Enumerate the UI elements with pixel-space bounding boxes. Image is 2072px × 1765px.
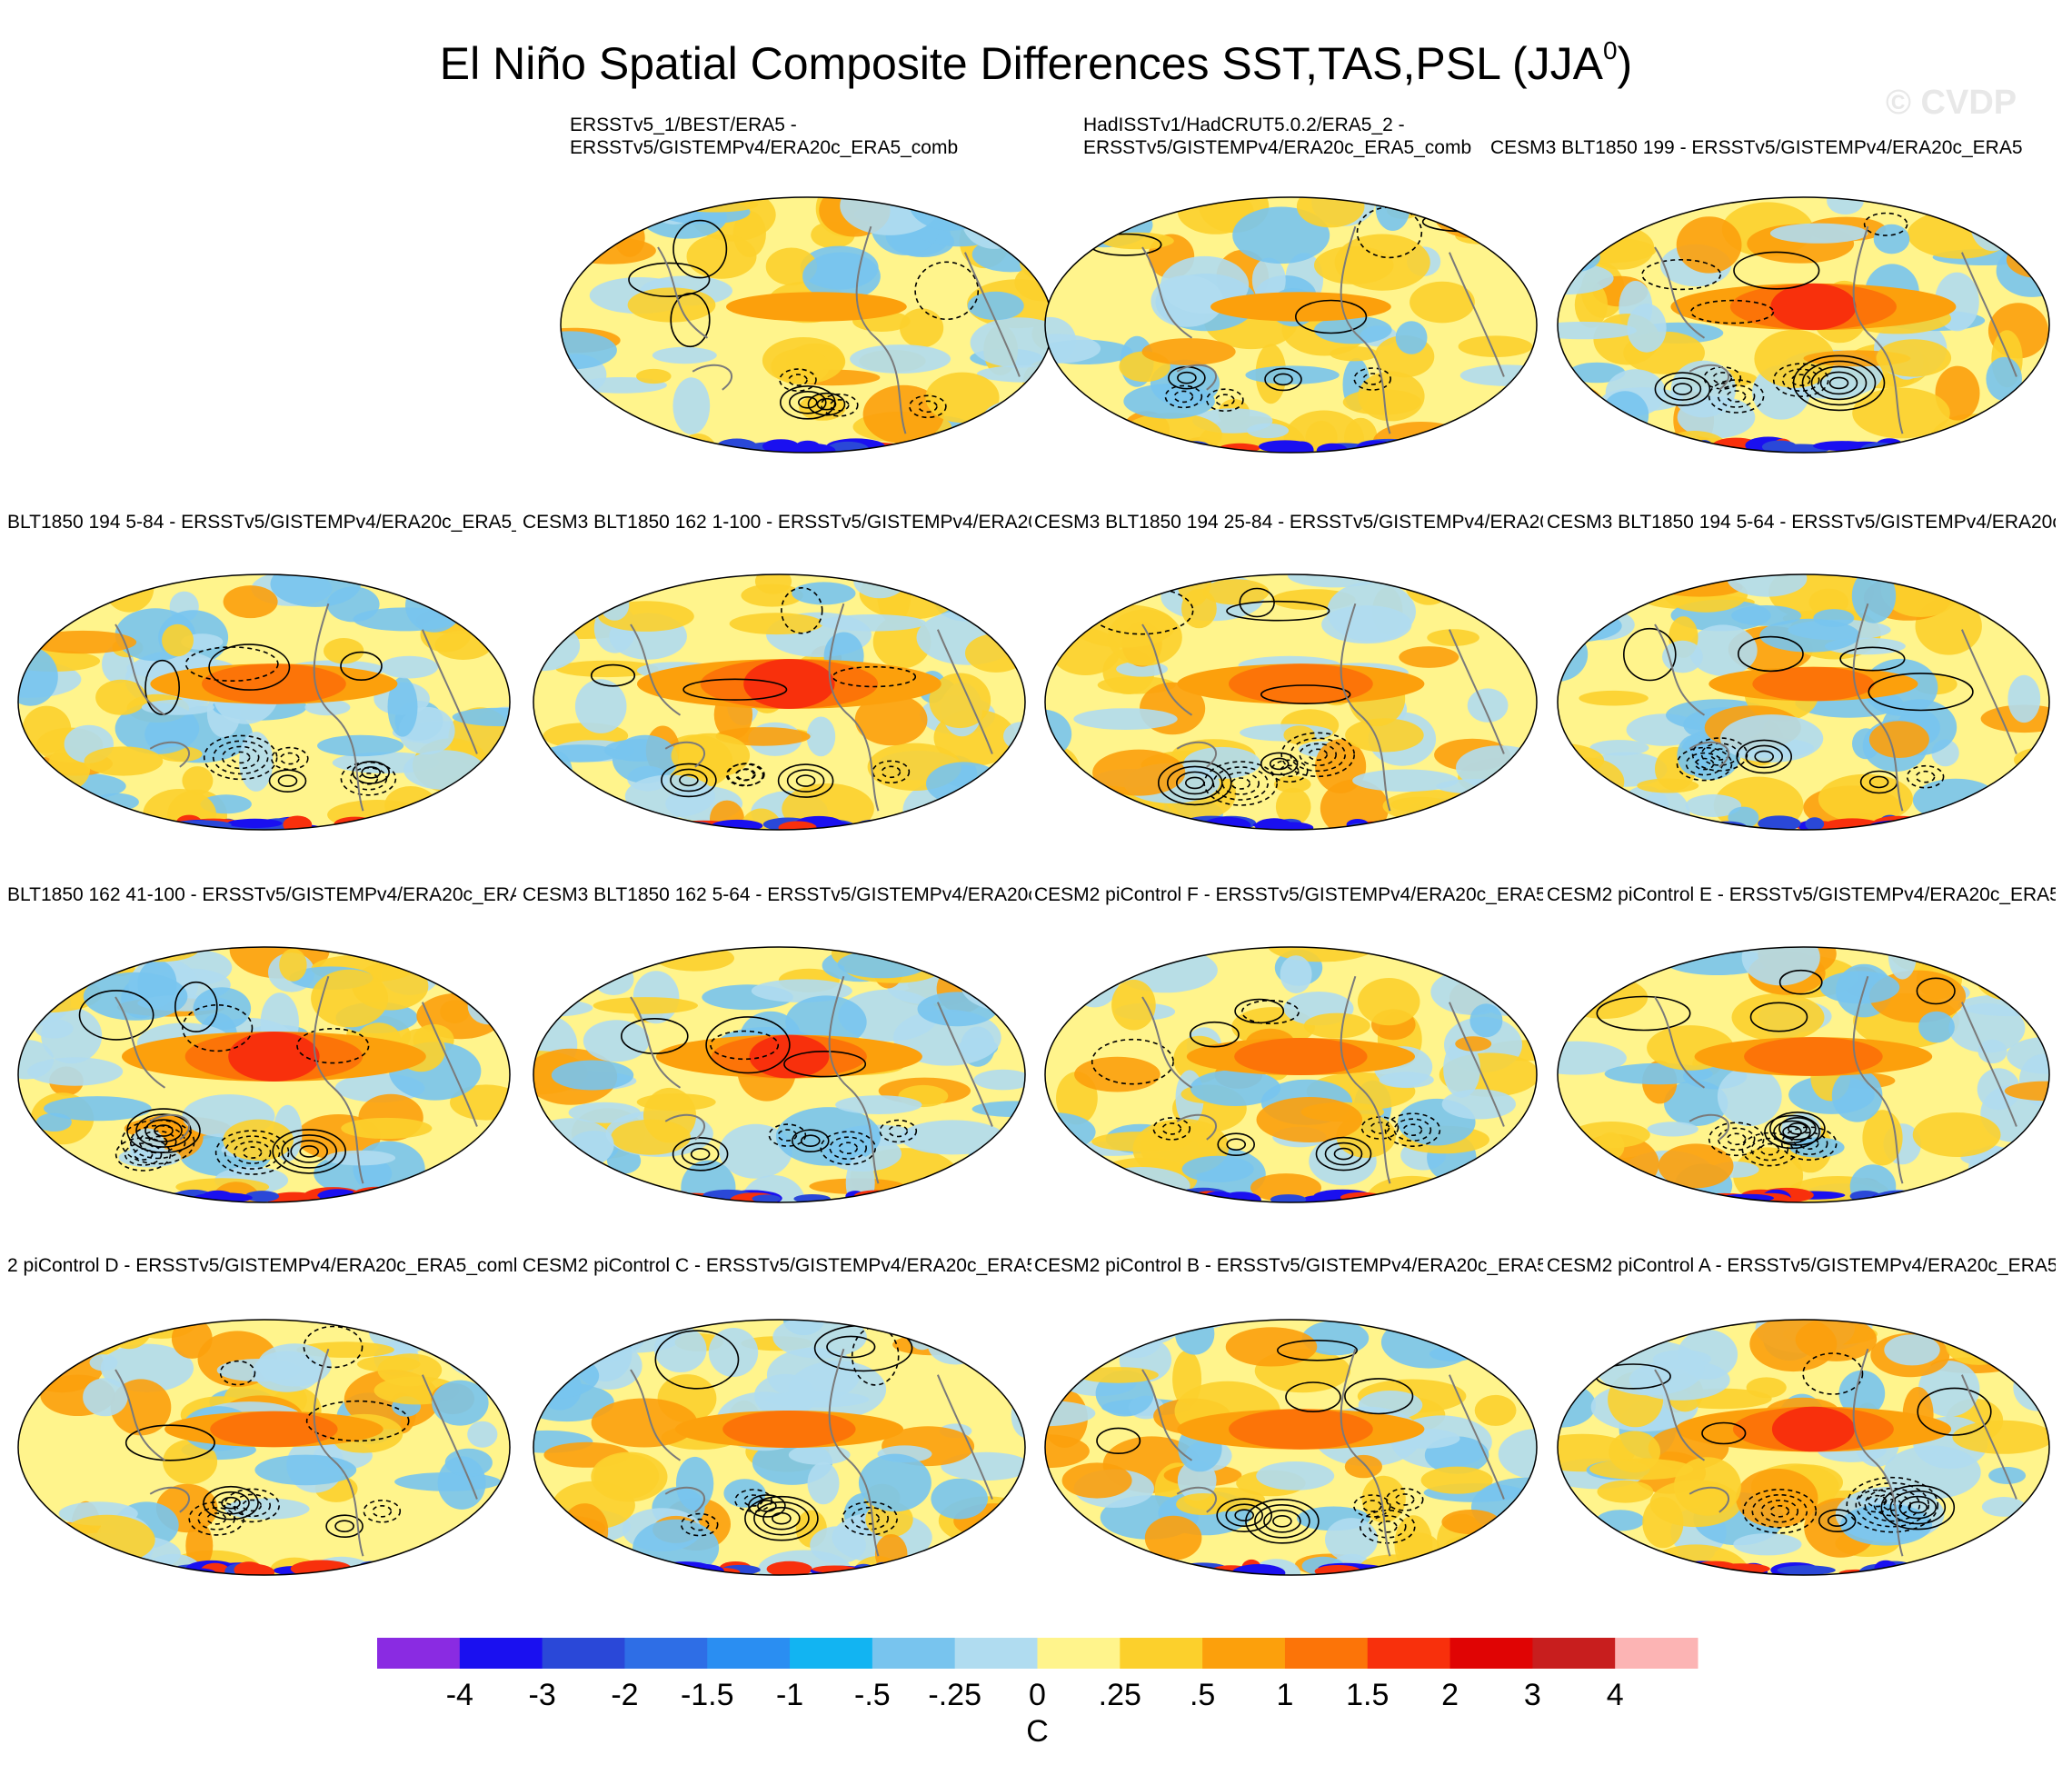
panel-title-p15: CESM2 piControl A - ERSSTv5/GISTEMPv4/ER… xyxy=(1547,1255,2056,1276)
map-border xyxy=(1044,946,1538,1203)
figure-title-text: El Niño Spatial Composite Differences SS… xyxy=(439,38,1603,89)
map-p2 xyxy=(1044,196,1538,454)
panel-title-p14: CESM2 piControl B - ERSSTv5/GISTEMPv4/ER… xyxy=(1034,1255,1543,1276)
map-border xyxy=(17,573,511,831)
panel-title-p13: CESM2 piControl C - ERSSTv5/GISTEMPv4/ER… xyxy=(523,1255,1031,1276)
map-p1 xyxy=(560,196,1053,454)
map-p5 xyxy=(533,573,1026,831)
map-border xyxy=(1557,196,2050,454)
map-p9 xyxy=(533,946,1026,1203)
panel-title-p12: 2 piControl D - ERSSTv5/GISTEMPv4/ERA20c… xyxy=(7,1255,516,1276)
panel-title-p2: HadISSTv1/HadCRUT5.0.2/ERA5_2 - ERSSTv5/… xyxy=(1083,115,1472,158)
panel-title-p9: CESM3 BLT1850 162 5-64 - ERSSTv5/GISTEMP… xyxy=(523,884,1031,905)
map-p8 xyxy=(17,946,511,1203)
figure-title: El Niño Spatial Composite Differences SS… xyxy=(0,24,2072,91)
map-p10 xyxy=(1044,946,1538,1203)
panel-title-p7: CESM3 BLT1850 194 5-64 - ERSSTv5/GISTEMP… xyxy=(1547,512,2056,533)
map-border xyxy=(533,946,1026,1203)
map-border xyxy=(1044,196,1538,454)
map-p6 xyxy=(1044,573,1538,831)
map-p13 xyxy=(533,1319,1026,1576)
panel-title-p5: CESM3 BLT1850 162 1-100 - ERSSTv5/GISTEM… xyxy=(523,512,1031,533)
figure-title-close: ) xyxy=(1617,38,1633,89)
map-border xyxy=(17,946,511,1203)
map-p7 xyxy=(1557,573,2050,831)
panel-title-p10: CESM2 piControl F - ERSSTv5/GISTEMPv4/ER… xyxy=(1034,884,1543,905)
map-p15 xyxy=(1557,1319,2050,1576)
map-border xyxy=(533,1319,1026,1576)
map-border xyxy=(1557,573,2050,831)
figure-title-superscript: 0 xyxy=(1602,36,1618,65)
map-border xyxy=(17,1319,511,1576)
map-border xyxy=(1044,1319,1538,1576)
map-p14 xyxy=(1044,1319,1538,1576)
map-p12 xyxy=(17,1319,511,1576)
map-border xyxy=(1557,946,2050,1203)
panel-title-p1: ERSSTv5_1/BEST/ERA5 - ERSSTv5/GISTEMPv4/… xyxy=(570,115,959,158)
map-p11 xyxy=(1557,946,2050,1203)
map-border xyxy=(533,573,1026,831)
panel-title-p11: CESM2 piControl E - ERSSTv5/GISTEMPv4/ER… xyxy=(1547,884,2056,905)
map-p4 xyxy=(17,573,511,831)
panel-title-p3: CESM3 BLT1850 199 - ERSSTv5/GISTEMPv4/ER… xyxy=(1490,137,2023,158)
panel-title-p8: BLT1850 162 41-100 - ERSSTv5/GISTEMPv4/E… xyxy=(7,884,516,905)
map-border xyxy=(1044,573,1538,831)
panel-title-p4: BLT1850 194 5-84 - ERSSTv5/GISTEMPv4/ERA… xyxy=(7,512,516,533)
map-border xyxy=(1557,1319,2050,1576)
map-p3 xyxy=(1557,196,2050,454)
panel-title-p6: CESM3 BLT1850 194 25-84 - ERSSTv5/GISTEM… xyxy=(1034,512,1543,533)
cvdp-watermark: © CVDP xyxy=(1886,84,2017,122)
